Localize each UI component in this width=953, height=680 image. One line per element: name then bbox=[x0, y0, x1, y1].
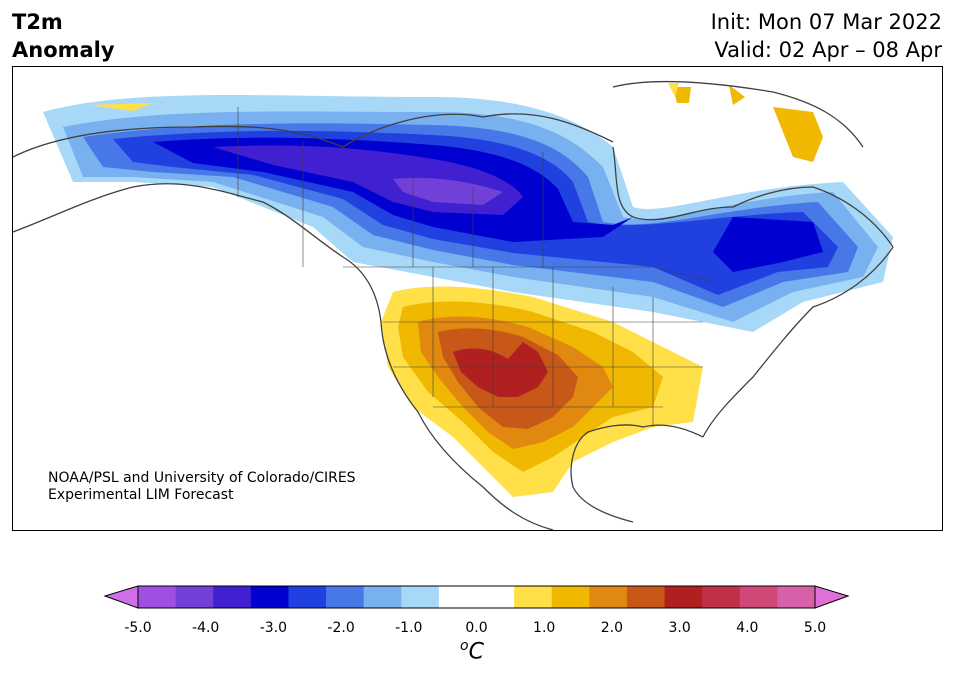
colorbar-max-extension bbox=[814, 585, 850, 609]
colorbar-cell bbox=[363, 586, 402, 608]
warm-anomaly-region bbox=[88, 83, 823, 497]
colorbar-tick-label: -2.0 bbox=[327, 620, 355, 636]
colorbar-tick-label: -4.0 bbox=[192, 620, 220, 636]
colorbar-tick-label: -1.0 bbox=[395, 620, 423, 636]
colorbar-cell bbox=[213, 586, 252, 608]
anomaly-map bbox=[12, 66, 943, 531]
colorbar-cell bbox=[514, 586, 553, 608]
colorbar-cell bbox=[589, 586, 628, 608]
cold-anomaly-region bbox=[43, 95, 893, 332]
colorbar-tick-label: 1.0 bbox=[533, 620, 556, 636]
map-canvas bbox=[13, 80, 894, 530]
colorbar-tick-label: 2.0 bbox=[600, 620, 624, 636]
credit-forecast-type: Experimental LIM Forecast bbox=[48, 487, 234, 503]
colorbar-cell bbox=[288, 586, 327, 608]
colorbar-tick-label: 5.0 bbox=[803, 620, 827, 636]
colorbar-cell bbox=[476, 586, 515, 608]
colorbar-cell bbox=[777, 586, 816, 608]
colorbar-tick-label: 0.0 bbox=[465, 620, 488, 636]
colorbar-cell bbox=[551, 586, 590, 608]
colorbar-cell bbox=[401, 586, 440, 608]
title-anomaly: Anomaly bbox=[12, 38, 115, 62]
colorbar-cell bbox=[739, 586, 778, 608]
colorbar-cell bbox=[138, 586, 177, 608]
colorbar bbox=[103, 585, 850, 609]
political-borders bbox=[237, 107, 714, 427]
colorbar-unit: oC bbox=[460, 638, 484, 664]
coastlines bbox=[13, 80, 894, 530]
unit-celsius: C bbox=[468, 639, 484, 665]
colorbar-tick-labels: -5.0 -4.0 -3.0 -2.0 -1.0 0.0 1.0 2.0 3.0 4.0 5.0 bbox=[0, 620, 953, 640]
colorbar-outline bbox=[137, 585, 816, 609]
unit-degree: o bbox=[460, 638, 469, 654]
colorbar-cell bbox=[626, 586, 666, 608]
colorbar-cell bbox=[438, 586, 477, 608]
colorbar-cell bbox=[250, 586, 289, 608]
colorbar-cells bbox=[138, 586, 816, 608]
colorbar-cell bbox=[175, 586, 214, 608]
colorbar-tick-label: -5.0 bbox=[124, 620, 152, 636]
colorbar-cell bbox=[702, 586, 741, 608]
init-date: Init: Mon 07 Mar 2022 bbox=[710, 10, 942, 34]
credit-institution: NOAA/PSL and University of Colorado/CIRE… bbox=[48, 470, 356, 486]
colorbar-tick-label: 3.0 bbox=[668, 620, 691, 636]
colorbar-cell bbox=[326, 586, 365, 608]
colorbar-cell bbox=[664, 586, 703, 608]
valid-range: Valid: 02 Apr – 08 Apr bbox=[714, 38, 942, 62]
colorbar-min-extension bbox=[103, 585, 139, 609]
colorbar-tick-label: 4.0 bbox=[736, 620, 759, 636]
forecast-dates: Init: Mon 07 Mar 2022 Valid: 02 Apr – 08… bbox=[711, 8, 942, 64]
forecast-credit: NOAA/PSL and University of Colorado/CIRE… bbox=[48, 470, 356, 504]
colorbar-tick-label: -3.0 bbox=[259, 620, 288, 636]
map-title: T2m Anomaly bbox=[12, 8, 115, 64]
title-variable: T2m bbox=[12, 10, 63, 34]
